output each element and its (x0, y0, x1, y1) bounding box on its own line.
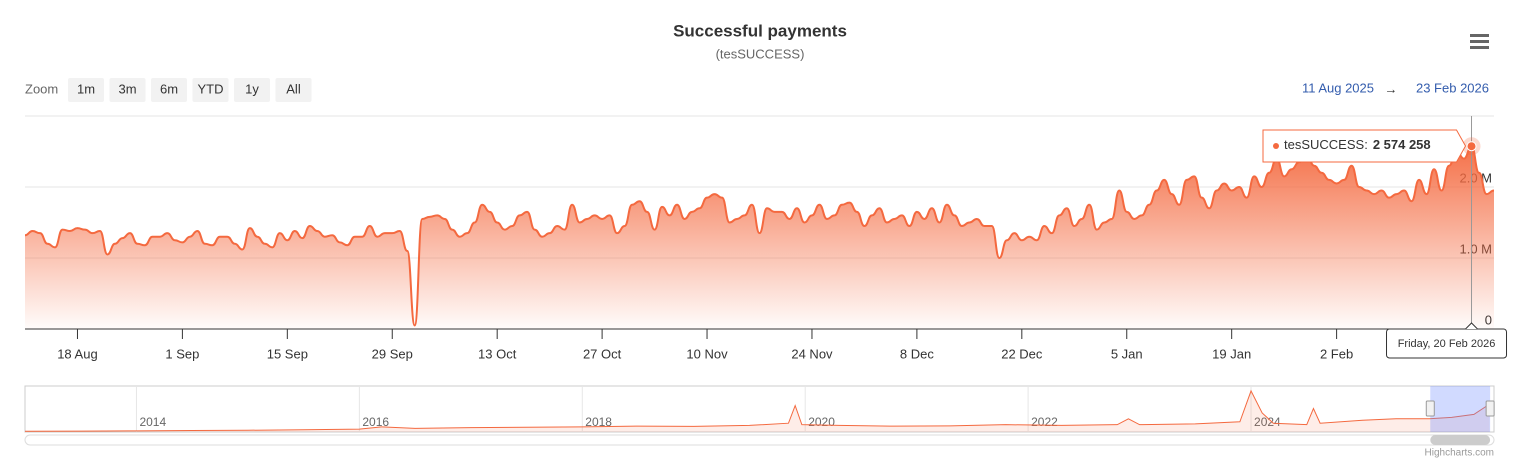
navigator-handle[interactable] (1485, 400, 1495, 417)
range-button[interactable] (275, 78, 312, 102)
navigator-selection[interactable] (1430, 386, 1491, 432)
series-line (24, 145, 1495, 327)
navigator-tick-label: 2018 (585, 415, 612, 429)
x-tick-label: 24 Nov (791, 346, 833, 361)
date-label-pointer (1465, 322, 1478, 330)
x-tick-label: 1 Sep (165, 346, 199, 361)
navigator-tick-label: 2016 (362, 415, 389, 429)
x-tick-label: 29 Sep (372, 346, 413, 361)
menu-button[interactable] (1466, 30, 1494, 52)
range-button[interactable] (68, 78, 104, 102)
scrollbar-track[interactable] (24, 434, 1495, 446)
range-button[interactable] (151, 78, 187, 102)
date-label-box (1386, 328, 1508, 359)
range-button[interactable] (109, 78, 146, 102)
range-button-label[interactable]: 6m (160, 81, 178, 96)
area-fill (25, 146, 1494, 329)
tooltip-dot (1273, 143, 1279, 149)
x-tick-label: 2 Feb (1320, 346, 1353, 361)
tooltip-box (1262, 129, 1467, 163)
tooltip-value: 2 574 258 (1373, 137, 1431, 152)
range-button[interactable] (234, 78, 270, 102)
range-button-label[interactable]: 1m (77, 81, 95, 96)
date-label: Friday, 20 Feb 2026 (1398, 338, 1496, 350)
scrollbar-thumb[interactable] (1430, 435, 1491, 445)
tooltip-series-name: tesSUCCESS: (1284, 137, 1368, 152)
navigator-line (24, 389, 1490, 432)
navigator-tick-label: 2014 (139, 415, 166, 429)
chart-title: Successful payments (673, 21, 847, 40)
x-tick-label: 18 Aug (57, 346, 98, 361)
range-button[interactable] (192, 78, 229, 102)
zoom-label: Zoom (25, 81, 58, 96)
hover-marker (1466, 141, 1477, 152)
range-from[interactable]: 11 Aug 2025 (1302, 80, 1374, 95)
x-tick-label: 27 Oct (583, 346, 622, 361)
menu-bar (1470, 46, 1489, 49)
x-tick-label: 8 Dec (900, 346, 934, 361)
x-tick-label: 5 Jan (1111, 346, 1143, 361)
range-button-label[interactable]: All (286, 81, 301, 96)
x-tick-label: 10 Nov (686, 346, 728, 361)
tooltip: tesSUCCESS: 2 574 258 (1262, 129, 1467, 163)
range-to[interactable]: 23 Feb 2026 (1416, 80, 1489, 95)
menu-bar (1470, 34, 1489, 37)
navigator-handle[interactable] (1425, 400, 1435, 417)
x-tick-label: 13 Oct (478, 346, 517, 361)
credits[interactable]: Highcharts.com (1425, 448, 1494, 459)
x-tick-label: 22 Dec (1001, 346, 1043, 361)
x-tick-label: 19 Jan (1212, 346, 1251, 361)
range-arrow: → (1385, 81, 1398, 96)
menu-bar (1470, 40, 1489, 43)
chart-subtitle: (tesSUCCESS) (716, 46, 805, 61)
range-button-label[interactable]: 3m (118, 81, 136, 96)
navigator-frame (24, 385, 1495, 433)
navigator-tick-label: 2024 (1254, 415, 1281, 429)
range-button-label[interactable]: 1y (245, 81, 259, 96)
range-button-label[interactable]: YTD (198, 81, 224, 96)
x-tick-label: 15 Sep (267, 346, 308, 361)
tooltip-text: tesSUCCESS: 2 574 258 (1284, 137, 1431, 152)
